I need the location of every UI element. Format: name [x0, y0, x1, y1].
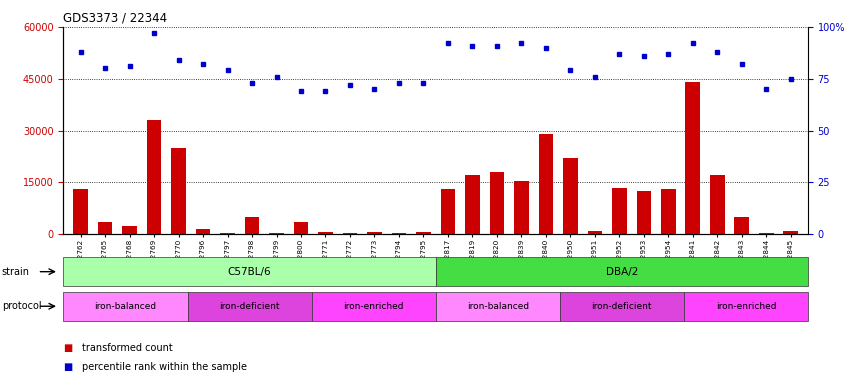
Bar: [587, 231, 602, 234]
Bar: [244, 217, 260, 234]
Bar: [685, 82, 700, 234]
Bar: [98, 222, 113, 234]
Text: iron-enriched: iron-enriched: [716, 302, 776, 311]
Bar: [710, 175, 725, 234]
Bar: [441, 189, 455, 234]
Text: percentile rank within the sample: percentile rank within the sample: [82, 362, 247, 372]
Bar: [367, 232, 382, 234]
Bar: [74, 189, 88, 234]
Bar: [171, 148, 186, 234]
Text: ■: ■: [63, 362, 73, 372]
Bar: [734, 217, 750, 234]
Bar: [416, 232, 431, 234]
Bar: [294, 222, 308, 234]
Bar: [783, 231, 798, 234]
Text: iron-balanced: iron-balanced: [467, 302, 529, 311]
Bar: [514, 181, 529, 234]
Bar: [343, 233, 357, 234]
Text: GDS3373 / 22344: GDS3373 / 22344: [63, 11, 168, 24]
Text: iron-balanced: iron-balanced: [95, 302, 157, 311]
Bar: [759, 233, 773, 234]
Bar: [195, 229, 211, 234]
Bar: [612, 188, 627, 234]
Bar: [220, 233, 235, 234]
Text: iron-enriched: iron-enriched: [343, 302, 404, 311]
Bar: [318, 232, 332, 234]
Bar: [122, 226, 137, 234]
Bar: [636, 191, 651, 234]
Text: C57BL/6: C57BL/6: [228, 266, 272, 277]
Text: iron-deficient: iron-deficient: [219, 302, 280, 311]
Text: DBA/2: DBA/2: [606, 266, 638, 277]
Bar: [392, 233, 406, 234]
Text: ■: ■: [63, 343, 73, 353]
Bar: [465, 175, 480, 234]
Bar: [661, 189, 676, 234]
Bar: [146, 120, 162, 234]
Text: transformed count: transformed count: [82, 343, 173, 353]
Bar: [539, 134, 553, 234]
Bar: [563, 158, 578, 234]
Text: iron-deficient: iron-deficient: [591, 302, 652, 311]
Bar: [269, 233, 284, 234]
Text: strain: strain: [2, 266, 30, 277]
Text: protocol: protocol: [2, 301, 41, 311]
Bar: [490, 172, 504, 234]
